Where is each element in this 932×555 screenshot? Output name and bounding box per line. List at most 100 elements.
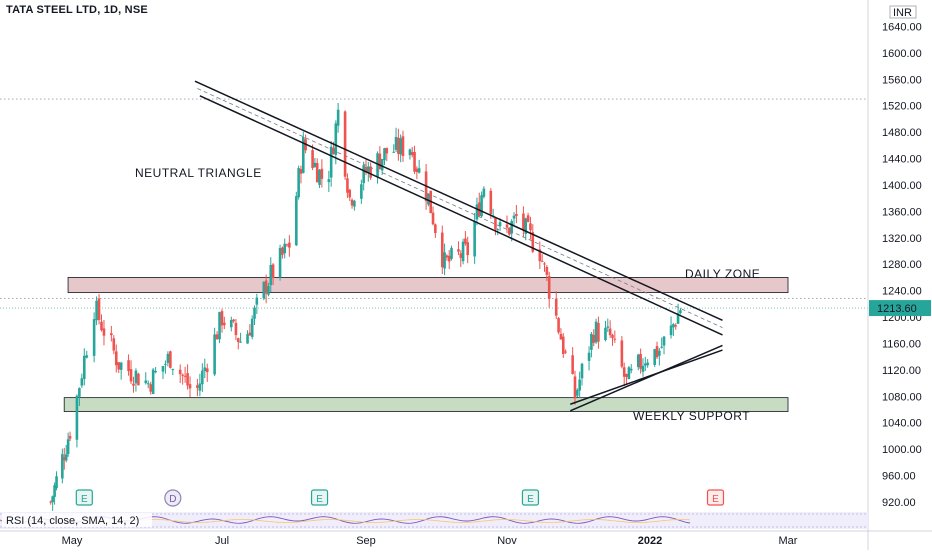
- candle: [611, 333, 614, 346]
- event-badge-earnings[interactable]: E: [521, 489, 540, 506]
- candle: [336, 103, 340, 133]
- candle: [236, 337, 240, 350]
- candle: [447, 250, 451, 270]
- candle-body: [413, 151, 416, 172]
- candle-body: [431, 212, 435, 225]
- candle: [297, 165, 300, 200]
- event-badge-earnings-upcoming[interactable]: E: [706, 489, 725, 506]
- candle: [627, 366, 631, 380]
- candle-body: [440, 232, 444, 268]
- candle: [376, 151, 379, 184]
- candle-body: [127, 360, 130, 372]
- candle: [288, 235, 291, 257]
- candle: [554, 291, 558, 320]
- candle-body: [571, 355, 574, 374]
- candle-body: [672, 324, 675, 328]
- candle-body: [205, 368, 209, 373]
- candle: [629, 364, 633, 374]
- candle-body: [278, 248, 282, 278]
- candle-body: [169, 351, 172, 368]
- candle-body: [353, 200, 356, 207]
- y-tick-label: 1640.00: [882, 21, 922, 33]
- candle-body: [496, 229, 500, 231]
- y-tick-label: 1480.00: [882, 127, 922, 139]
- candle: [587, 346, 591, 371]
- candle-body: [119, 362, 123, 370]
- candle-body: [679, 310, 682, 313]
- event-badge-dividend[interactable]: D: [164, 489, 182, 507]
- candle: [410, 146, 414, 158]
- candle: [522, 206, 525, 238]
- trendline-layer: [194, 80, 723, 412]
- candle-body: [394, 136, 398, 150]
- candle-body: [112, 338, 116, 351]
- zone-layer: [63, 277, 789, 412]
- candle-body: [674, 325, 678, 327]
- candle-body: [578, 379, 581, 391]
- candle-body: [408, 149, 412, 156]
- candle: [234, 318, 238, 341]
- event-badge-earnings[interactable]: E: [310, 489, 329, 506]
- candle: [181, 373, 184, 385]
- y-tick-label: 1160.00: [882, 338, 921, 350]
- neutral-triangle-label: NEUTRAL TRIANGLE: [135, 166, 262, 180]
- candle-body: [385, 147, 389, 154]
- candle-body: [655, 346, 659, 358]
- candle: [271, 263, 275, 286]
- candle: [494, 216, 497, 236]
- candle: [512, 212, 516, 226]
- candle: [151, 367, 155, 395]
- candle-body: [92, 319, 96, 356]
- candle: [144, 372, 148, 385]
- candle-body: [75, 395, 79, 440]
- candle: [51, 495, 54, 511]
- candle: [564, 349, 567, 354]
- candle-body: [80, 378, 84, 386]
- candle: [459, 250, 463, 268]
- candle: [205, 363, 209, 382]
- candle: [49, 500, 53, 505]
- candle: [343, 110, 347, 180]
- rsi-label: RSI (14, close, SMA, 14, 2): [6, 515, 139, 527]
- candle-body: [78, 388, 81, 397]
- candle-body: [543, 263, 546, 265]
- candle-body: [295, 196, 298, 246]
- candle-body: [348, 189, 352, 198]
- candle: [164, 360, 167, 374]
- candle: [110, 325, 113, 342]
- candle: [538, 241, 542, 270]
- candle-body: [288, 242, 291, 248]
- candle-body: [477, 202, 481, 216]
- candle-body: [49, 501, 53, 503]
- candle-body: [64, 454, 68, 461]
- candle: [117, 362, 121, 374]
- candle: [524, 217, 528, 241]
- event-badge-earnings[interactable]: E: [75, 489, 93, 506]
- x-tick-label: Nov: [497, 535, 517, 547]
- candle: [415, 166, 419, 180]
- last-price-tag: [869, 300, 931, 317]
- candle-body: [611, 334, 614, 339]
- candle: [413, 145, 416, 175]
- candle: [394, 127, 398, 153]
- candle-body: [203, 367, 207, 372]
- candle-body: [594, 321, 598, 343]
- x-tick-label: Jul: [215, 535, 229, 547]
- candle: [604, 320, 607, 342]
- candle-body: [137, 373, 140, 386]
- candle-body: [369, 166, 372, 178]
- earnings-badge-shape: [310, 489, 329, 506]
- candle-body: [620, 340, 624, 367]
- candle: [97, 294, 101, 325]
- candle: [408, 148, 412, 160]
- candle-body: [232, 319, 235, 322]
- candle: [66, 432, 70, 457]
- candle: [198, 373, 202, 397]
- candle-body: [234, 322, 238, 336]
- candle: [262, 281, 266, 301]
- candle: [255, 293, 259, 315]
- candle-body: [466, 242, 470, 256]
